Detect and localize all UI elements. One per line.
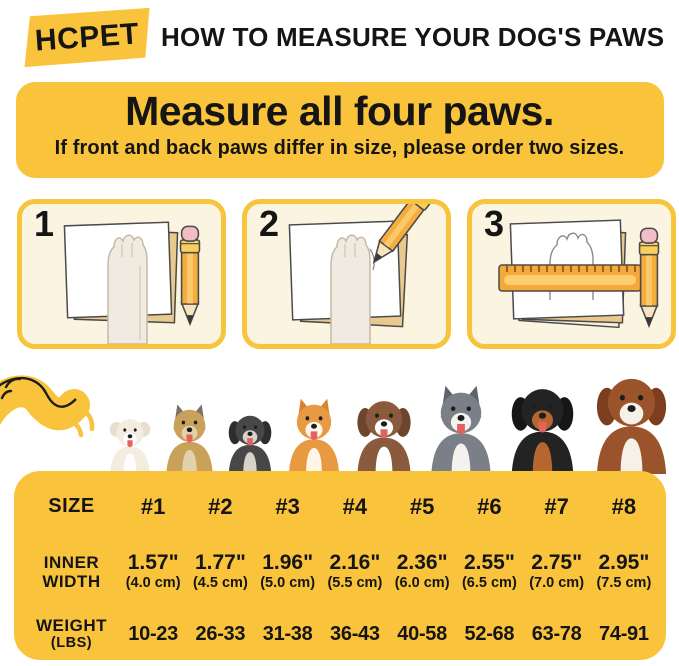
trace-paw-illustration	[288, 204, 442, 344]
step-number: 2	[259, 203, 280, 244]
page-title: HOW TO MEASURE YOUR DOG'S PAWS	[161, 22, 665, 52]
weight-value-7: 63-78	[531, 622, 582, 645]
width-value-3: 1.96" (5.0 cm)	[260, 551, 316, 592]
inner-width-label-line1: INNER	[43, 552, 100, 572]
logo-text: HCPET	[33, 16, 141, 58]
width-value-2: 1.77" (4.5 cm)	[192, 551, 248, 592]
size-value-2: #2	[208, 493, 233, 519]
weight-value-3: 31-38	[262, 622, 313, 645]
measure-banner: Measure all four paws. If front and back…	[15, 82, 664, 178]
weight-label-line1: WEIGHT	[36, 616, 107, 636]
dog-saint-bernard	[586, 363, 677, 474]
size-value-3: #3	[275, 493, 300, 519]
weight-value-5: 40-58	[397, 622, 447, 645]
weight-value-4: 36-43	[330, 622, 380, 645]
weight-value-6: 52-68	[464, 622, 515, 645]
yellow-squiggle-decoration	[0, 375, 95, 438]
size-value-1: #1	[140, 493, 166, 519]
size-value-4: #4	[342, 493, 368, 519]
weight-row-label: WEIGHT (LBS)	[24, 616, 120, 651]
step-number: 1	[34, 203, 55, 244]
size-value-5: #5	[409, 493, 435, 519]
inner-width-label-line2: WIDTH	[42, 572, 101, 591]
size-row-label: SIZE	[48, 495, 95, 518]
weight-value-2: 26-33	[195, 622, 246, 645]
step-card-1: 1	[17, 199, 226, 349]
width-value-5: 2.36" (6.0 cm)	[394, 551, 450, 592]
step-card-3: 3	[467, 199, 676, 349]
header: HCPET HOW TO MEASURE YOUR DOG'S PAWS	[0, 0, 679, 66]
width-value-8: 2.95" (7.5 cm)	[596, 551, 652, 592]
weight-value-8: 74-91	[599, 622, 649, 645]
hcpet-logo: HCPET	[24, 8, 151, 67]
ruler-measure-illustration	[498, 219, 660, 329]
step-number: 3	[484, 203, 505, 244]
dog-australian-shepherd	[349, 389, 419, 474]
banner-heading: Measure all four paws.	[125, 88, 554, 134]
width-value-6: 2.55" (6.5 cm)	[461, 551, 517, 592]
dog-shiba-inu	[281, 393, 347, 474]
inner-width-row-label: INNER WIDTH	[24, 553, 120, 591]
banner-subheading: If front and back paws differ in size, p…	[54, 137, 625, 160]
width-value-7: 2.75" (7.0 cm)	[529, 551, 585, 592]
weight-value-1: 10-23	[128, 622, 178, 645]
size-value-6: #6	[477, 493, 502, 519]
size-value-8: #8	[611, 493, 637, 519]
width-value-1: 1.57" (4.0 cm)	[125, 551, 181, 592]
measurement-steps: 1 2 3	[0, 199, 679, 349]
weight-label-line2: (LBS)	[50, 635, 93, 652]
width-value-4: 2.16" (5.5 cm)	[327, 551, 383, 592]
dog-yorkshire-terrier	[159, 399, 220, 474]
dog-miniature-schnauzer	[222, 406, 278, 474]
paw-on-paper-illustration	[63, 221, 201, 344]
dog-size-lineup-section	[0, 349, 679, 474]
size-chart-table: SIZE #1 #2 #3 #4 #5 #6 #7 #8 INNER WIDTH…	[13, 471, 666, 660]
dog-bichon-frise	[104, 410, 156, 474]
size-value-7: #7	[544, 493, 569, 519]
dog-alaskan-malamute	[422, 379, 500, 474]
dog-lineup	[104, 349, 677, 474]
dog-rottweiler	[502, 375, 583, 474]
step-card-2: 2	[242, 199, 451, 349]
